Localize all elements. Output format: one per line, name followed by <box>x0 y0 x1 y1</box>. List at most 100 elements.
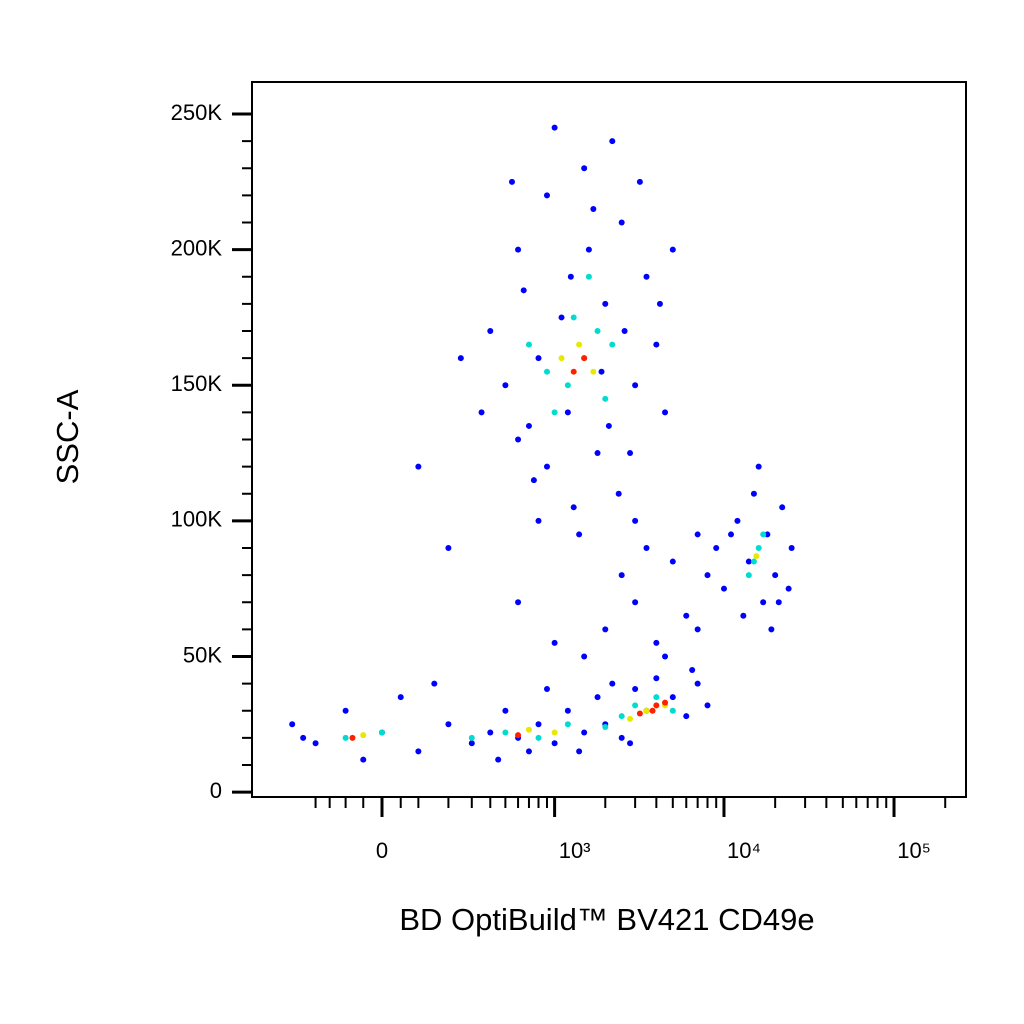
point <box>720 585 727 592</box>
point <box>621 328 628 335</box>
point <box>598 368 605 375</box>
point <box>535 734 542 741</box>
point <box>570 504 577 511</box>
point <box>772 572 779 579</box>
point <box>775 599 782 606</box>
point <box>468 734 475 741</box>
point <box>662 409 669 416</box>
point <box>632 382 639 389</box>
point <box>300 734 307 741</box>
point <box>525 341 532 348</box>
point <box>609 138 616 145</box>
point <box>632 686 639 693</box>
point <box>694 531 701 538</box>
y-tick-label: 250K <box>171 100 223 125</box>
point <box>760 531 767 538</box>
point <box>605 422 612 429</box>
point <box>750 558 757 565</box>
point <box>627 715 634 722</box>
point <box>520 287 527 294</box>
point <box>636 710 643 717</box>
point <box>342 707 349 714</box>
point <box>713 544 720 551</box>
point <box>397 694 404 701</box>
point <box>558 314 565 321</box>
point <box>788 544 795 551</box>
point <box>683 612 690 619</box>
x-tick-label: 10³ <box>559 838 591 863</box>
point <box>570 314 577 321</box>
point <box>618 713 625 720</box>
point <box>535 517 542 524</box>
point <box>576 748 583 755</box>
point <box>570 368 577 375</box>
point <box>728 531 735 538</box>
point <box>535 355 542 362</box>
point <box>609 341 616 348</box>
point <box>585 273 592 280</box>
point <box>609 680 616 687</box>
point <box>662 653 669 660</box>
point <box>653 694 660 701</box>
point <box>525 748 532 755</box>
point <box>564 382 571 389</box>
point <box>662 699 669 706</box>
point <box>632 517 639 524</box>
point <box>551 639 558 646</box>
point <box>615 490 622 497</box>
point <box>564 721 571 728</box>
point <box>745 572 752 579</box>
point <box>535 721 542 728</box>
point <box>656 300 663 307</box>
point <box>515 436 522 443</box>
point <box>551 729 558 736</box>
point <box>602 300 609 307</box>
point <box>602 724 609 731</box>
point <box>779 504 786 511</box>
point <box>704 572 711 579</box>
point <box>653 639 660 646</box>
point <box>360 732 367 739</box>
point <box>745 558 752 565</box>
point <box>581 653 588 660</box>
point <box>543 368 550 375</box>
point <box>683 713 690 720</box>
point <box>576 341 583 348</box>
point <box>530 477 537 484</box>
point <box>602 626 609 633</box>
point <box>515 732 522 739</box>
point <box>581 165 588 172</box>
point <box>431 680 438 687</box>
point <box>543 192 550 199</box>
point <box>515 599 522 606</box>
y-tick-label: 50K <box>183 642 222 667</box>
point <box>653 675 660 682</box>
point <box>694 626 701 633</box>
point <box>551 740 558 747</box>
point <box>618 734 625 741</box>
point <box>495 756 502 763</box>
point <box>525 422 532 429</box>
point <box>585 246 592 253</box>
y-tick-label: 0 <box>210 778 222 803</box>
point <box>627 740 634 747</box>
point <box>558 355 565 362</box>
point <box>734 517 741 524</box>
y-axis-label: SSC-A <box>50 389 85 484</box>
point <box>602 395 609 402</box>
point <box>502 707 509 714</box>
point <box>415 748 422 755</box>
point <box>564 409 571 416</box>
point <box>669 558 676 565</box>
point <box>704 702 711 709</box>
point <box>581 355 588 362</box>
point <box>753 553 760 560</box>
x-tick-label: 0 <box>376 838 388 863</box>
point <box>502 382 509 389</box>
point <box>289 721 296 728</box>
point <box>643 544 650 551</box>
point <box>590 205 597 212</box>
point <box>445 721 452 728</box>
point <box>649 707 656 714</box>
